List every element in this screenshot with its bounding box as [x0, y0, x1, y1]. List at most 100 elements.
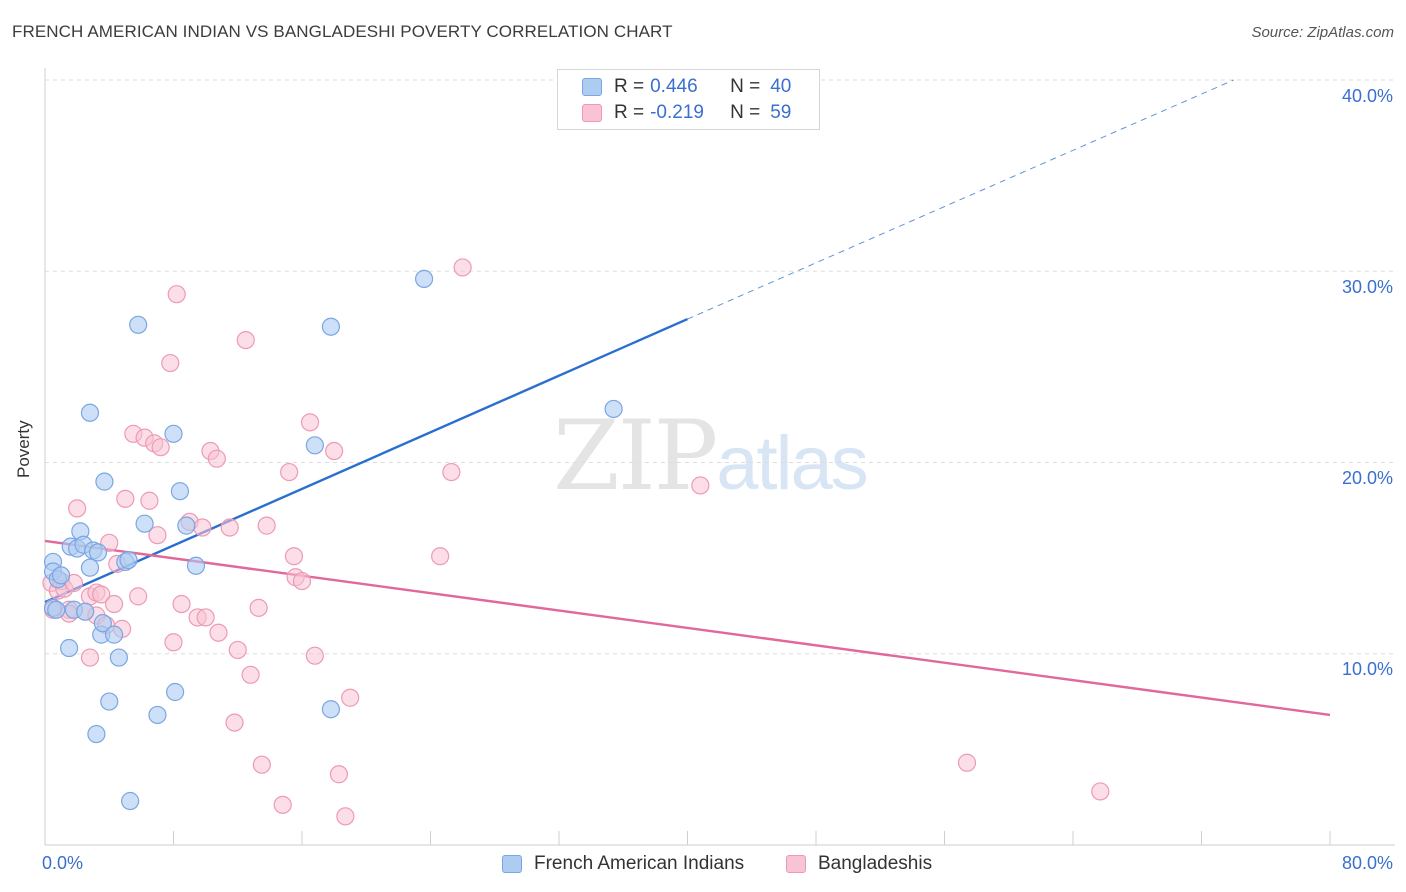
data-point-french-american-indian [121, 791, 140, 811]
data-point-french-american-indian [170, 482, 190, 501]
data-point-bangladeshi [116, 489, 135, 508]
y-tick-label-40: 40.0% [1341, 86, 1393, 106]
data-point-bangladeshi [957, 753, 977, 772]
data-point-bangladeshi [336, 807, 355, 826]
data-point-bangladeshi [193, 518, 212, 537]
data-point-french-american-indian [177, 516, 196, 535]
data-point-french-american-indian [80, 403, 100, 422]
data-point-bangladeshi [305, 646, 324, 665]
legend-swatch-blue [582, 78, 602, 96]
legend-n-label: N = [730, 76, 761, 97]
data-point-french-american-indian [321, 700, 341, 719]
data-point-french-american-indian [95, 472, 114, 491]
data-point-bangladeshi [167, 285, 186, 304]
watermark-zip: ZIP [553, 400, 718, 512]
bangladeshi-points [42, 258, 1110, 826]
trend-line-french-american-indians [44, 317, 688, 604]
data-point-bangladeshi [196, 608, 215, 627]
data-point-french-american-indian [88, 543, 108, 562]
trend-lines [44, 79, 1331, 717]
legend-r-label: R = [614, 76, 645, 97]
data-point-bangladeshi [236, 331, 255, 350]
data-point-bangladeshi [104, 594, 124, 614]
data-point-french-american-indian [51, 566, 71, 585]
trend-line-french-american-indians-extrapolated [687, 79, 1234, 320]
data-point-bangladeshi [284, 547, 304, 566]
bottom-legend-bangladeshis: Bangladeshis [786, 852, 932, 876]
data-point-french-american-indian [119, 550, 138, 570]
legend-r-value: -0.219 [650, 102, 704, 123]
data-point-french-american-indian [186, 556, 206, 575]
data-point-french-american-indian [135, 514, 154, 533]
data-point-french-american-indian [321, 317, 341, 336]
data-point-bangladeshi [252, 755, 271, 774]
data-point-bangladeshi [161, 353, 180, 373]
data-point-french-american-indian [148, 705, 167, 725]
bottom-legend-swatch-blue [502, 855, 522, 873]
data-point-french-american-indian [93, 614, 112, 633]
y-tick-label-20: 20.0% [1341, 468, 1393, 488]
data-point-bangladeshi [140, 491, 159, 510]
french-american-indian-points [43, 269, 623, 811]
data-point-french-american-indian [604, 399, 623, 419]
legend-n-label: N = [730, 102, 761, 123]
data-point-bangladeshi [148, 526, 167, 545]
data-point-french-american-indian [59, 638, 79, 658]
data-point-bangladeshi [300, 413, 320, 432]
data-point-bangladeshi [1091, 782, 1110, 801]
axes [44, 68, 1395, 846]
bottom-legend-french-american-indians: French American Indians [502, 852, 744, 876]
data-point-bangladeshi [241, 665, 260, 684]
x-tick-label-80: 80.0% [1341, 853, 1393, 873]
legend-n-value: 59 [770, 102, 792, 123]
legend-r-label: R = [614, 102, 645, 123]
data-point-bangladeshi [329, 765, 349, 784]
data-point-bangladeshi [129, 587, 148, 606]
data-point-bangladeshi [280, 462, 299, 482]
data-point-french-american-indian [87, 724, 106, 744]
bottom-legend-label: French American Indians [534, 853, 745, 874]
chart-title: FRENCH AMERICAN INDIAN VS BANGLADESHI PO… [12, 22, 673, 41]
data-point-bangladeshi [292, 571, 312, 591]
legend-swatch-pink [582, 104, 602, 122]
data-point-bangladeshi [431, 547, 450, 566]
data-point-bangladeshi [209, 623, 228, 642]
data-point-bangladeshi [220, 518, 239, 537]
data-point-french-american-indian [104, 625, 124, 644]
data-point-french-american-indian [129, 315, 148, 334]
y-tick-label-30: 30.0% [1341, 277, 1393, 297]
chart-source: Source: ZipAtlas.com [1251, 24, 1394, 41]
data-point-french-american-indian [100, 692, 119, 711]
data-point-bangladeshi [80, 648, 100, 667]
data-point-bangladeshi [453, 258, 472, 277]
data-point-bangladeshi [228, 640, 247, 660]
watermark-atlas: atlas [716, 421, 869, 506]
data-point-bangladeshi [68, 499, 87, 518]
data-point-bangladeshi [341, 688, 360, 707]
data-point-bangladeshi [225, 713, 244, 732]
data-point-french-american-indian [109, 648, 128, 667]
data-point-french-american-indian [47, 600, 66, 619]
data-point-bangladeshi [691, 476, 710, 495]
data-point-bangladeshi [249, 598, 268, 617]
data-point-french-american-indian [164, 424, 183, 443]
data-point-bangladeshi [92, 585, 111, 604]
data-point-bangladeshi [151, 438, 170, 457]
trend-line-bangladeshis [44, 539, 1331, 717]
data-point-french-american-indian [80, 558, 100, 577]
x-tick-label-0: 0.0% [42, 853, 84, 873]
legend-row-bangladeshis: R = -0.219 N = 59 [582, 101, 791, 125]
data-point-bangladeshi [273, 795, 292, 814]
legend-r-value: 0.446 [650, 76, 698, 97]
data-point-bangladeshi [207, 449, 226, 468]
data-point-bangladeshi [442, 462, 461, 482]
correlation-legend: R = 0.446 N = 40 R = -0.219 N = 59 [557, 69, 820, 130]
legend-row-french-american-indians: R = 0.446 N = 40 [582, 75, 791, 99]
y-tick-label-10: 10.0% [1341, 659, 1393, 679]
watermark: ZIPatlas [553, 400, 869, 512]
data-point-bangladeshi [164, 633, 183, 652]
data-point-bangladeshi [172, 594, 191, 614]
data-point-french-american-indian [76, 602, 95, 621]
bottom-legend-label: Bangladeshis [818, 853, 933, 874]
